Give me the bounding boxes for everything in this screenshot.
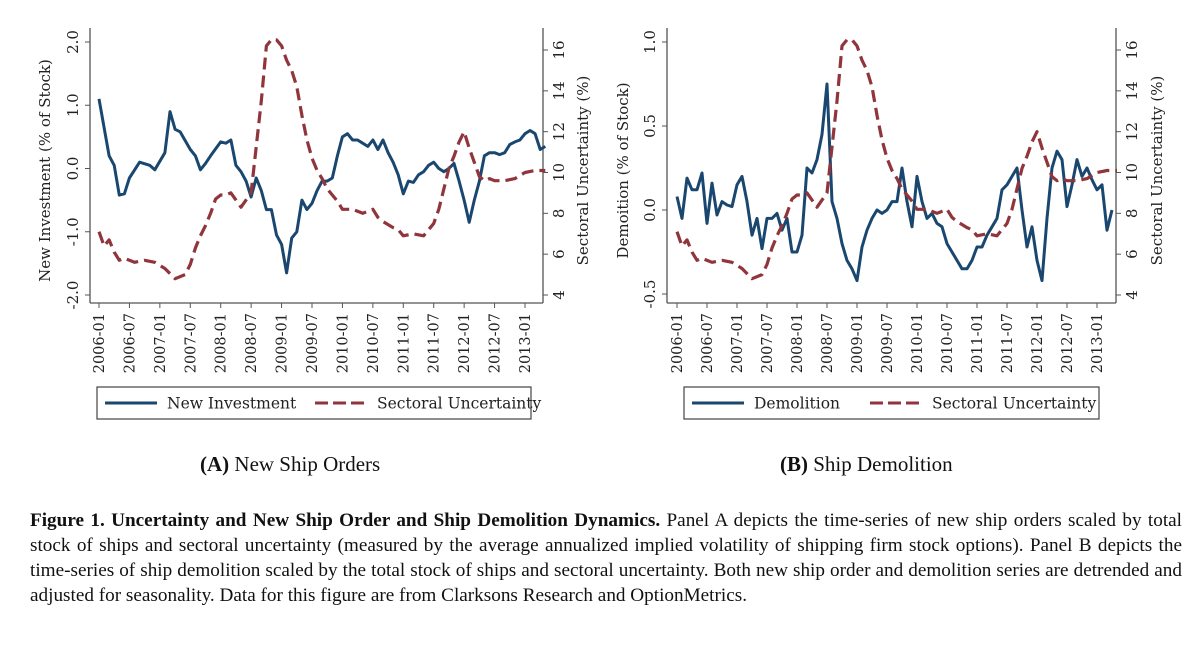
legend-label: Demolition	[754, 395, 840, 413]
right-y-tick-label: 16	[550, 40, 568, 59]
legend-label: Sectoral Uncertainty	[377, 395, 542, 413]
figure-canvas: -2.0 -1.0 0.0 1.0 2.0 4 6 8 10 12 14 16 2006-01 2006-…	[36, 28, 1166, 420]
x-tick-label: 2009-07	[305, 313, 321, 373]
left-y-tick-label: -1.0	[64, 217, 82, 246]
x-tick-label: 2007-07	[760, 313, 776, 373]
right-y-tick-label: 4	[550, 290, 568, 300]
x-tick-label: 2006-01	[92, 313, 108, 373]
legend-box	[96, 386, 532, 420]
x-tick-label: 2008-01	[790, 313, 806, 373]
right-y-tick-label: 14	[550, 81, 568, 100]
x-tick-label: 2013-01	[1090, 313, 1106, 373]
right-y-tick-label: 16	[1123, 40, 1141, 59]
right-y-tick-label: 10	[1123, 163, 1141, 182]
left-y-tick-label: -2.0	[64, 281, 82, 310]
right-y-tick-label: 4	[1123, 290, 1141, 300]
series-line-sectoral-uncertainty	[97, 38, 546, 281]
legend-label: Sectoral Uncertainty	[932, 395, 1097, 413]
x-tick-label: 2010-01	[910, 313, 926, 373]
x-tick-label: 2011-01	[970, 313, 986, 373]
series-line-new-investment	[97, 98, 547, 275]
left-y-tick-label: 0.0	[64, 157, 82, 181]
left-y-tick-label: 0.5	[641, 114, 659, 138]
right-y-tick-label: 6	[550, 249, 568, 259]
x-tick-label: 2011-01	[396, 313, 412, 373]
series-line-demolition	[675, 82, 1114, 283]
x-tick-label: 2006-07	[700, 313, 716, 373]
legend-label: New Investment	[167, 395, 297, 413]
right-y-tick-label: 12	[1123, 122, 1141, 141]
x-tick-label: 2013-01	[518, 313, 534, 373]
x-tick-label: 2006-01	[670, 313, 686, 373]
left-y-tick-label: -0.5	[641, 280, 659, 309]
panel-a-title: New Ship Orders	[234, 452, 381, 476]
x-tick-label: 2012-07	[488, 313, 504, 373]
caption-body: Panel A depicts the time-series of new s…	[30, 510, 1183, 606]
panel-b-letter: (B)	[780, 452, 808, 476]
right-y-tick-label: 6	[1123, 249, 1141, 259]
panel-b-title: Ship Demolition	[813, 452, 953, 476]
x-tick-label: 2006-07	[122, 313, 138, 373]
panel-a-label: (A) New Ship Orders	[200, 452, 380, 477]
left-y-tick-label: 1.0	[64, 93, 82, 117]
panel-b-label: (B) Ship Demolition	[780, 452, 953, 477]
x-tick-label: 2007-01	[730, 313, 746, 373]
x-tick-label: 2012-01	[1030, 313, 1046, 373]
x-tick-label: 2008-07	[820, 313, 836, 373]
right-y-tick-label: 8	[1123, 209, 1141, 219]
panel-a-letter: (A)	[200, 452, 230, 476]
x-tick-label: 2010-07	[366, 313, 382, 373]
right-y-tick-label: 12	[550, 122, 568, 141]
left-y-tick-label: 0.0	[641, 198, 659, 222]
x-tick-label: 2009-07	[880, 313, 896, 373]
panel-b-chart: -0.5 0.0 0.5 1.0 4 6 8 10 12 14 16 2006-01 2006-07 20…	[614, 28, 1166, 420]
x-tick-label: 2012-07	[1060, 313, 1076, 373]
right-y-axis-label: Sectoral Uncertainty (%)	[574, 76, 592, 266]
x-tick-label: 2011-07	[427, 313, 443, 373]
series-line-sectoral-uncertainty	[675, 38, 1117, 281]
right-y-axis-label: Sectoral Uncertainty (%)	[1148, 76, 1166, 266]
x-tick-label: 2008-07	[244, 313, 260, 373]
caption-title: Figure 1. Uncertainty and New Ship Order…	[30, 510, 661, 531]
right-y-tick-label: 8	[550, 209, 568, 219]
left-y-axis-label: Demoition (% of Stock)	[614, 82, 632, 258]
left-y-axis-label: New Investment (% of Stock)	[36, 59, 54, 282]
x-tick-label: 2008-01	[214, 313, 230, 373]
figure-caption: Figure 1. Uncertainty and New Ship Order…	[30, 508, 1182, 608]
x-tick-label: 2011-07	[1000, 313, 1016, 373]
right-y-tick-label: 10	[550, 163, 568, 182]
x-tick-label: 2009-01	[275, 313, 291, 373]
panel-a-chart: -2.0 -1.0 0.0 1.0 2.0 4 6 8 10 12 14 16 2006-01 2006-…	[36, 28, 592, 420]
x-tick-label: 2009-01	[850, 313, 866, 373]
left-y-tick-label: 2.0	[64, 30, 82, 54]
left-y-tick-label: 1.0	[641, 30, 659, 54]
x-tick-label: 2010-07	[940, 313, 956, 373]
x-tick-label: 2007-01	[153, 313, 169, 373]
x-tick-label: 2007-07	[183, 313, 199, 373]
x-tick-label: 2012-01	[457, 313, 473, 373]
right-y-tick-label: 14	[1123, 81, 1141, 100]
x-tick-label: 2010-01	[335, 313, 351, 373]
